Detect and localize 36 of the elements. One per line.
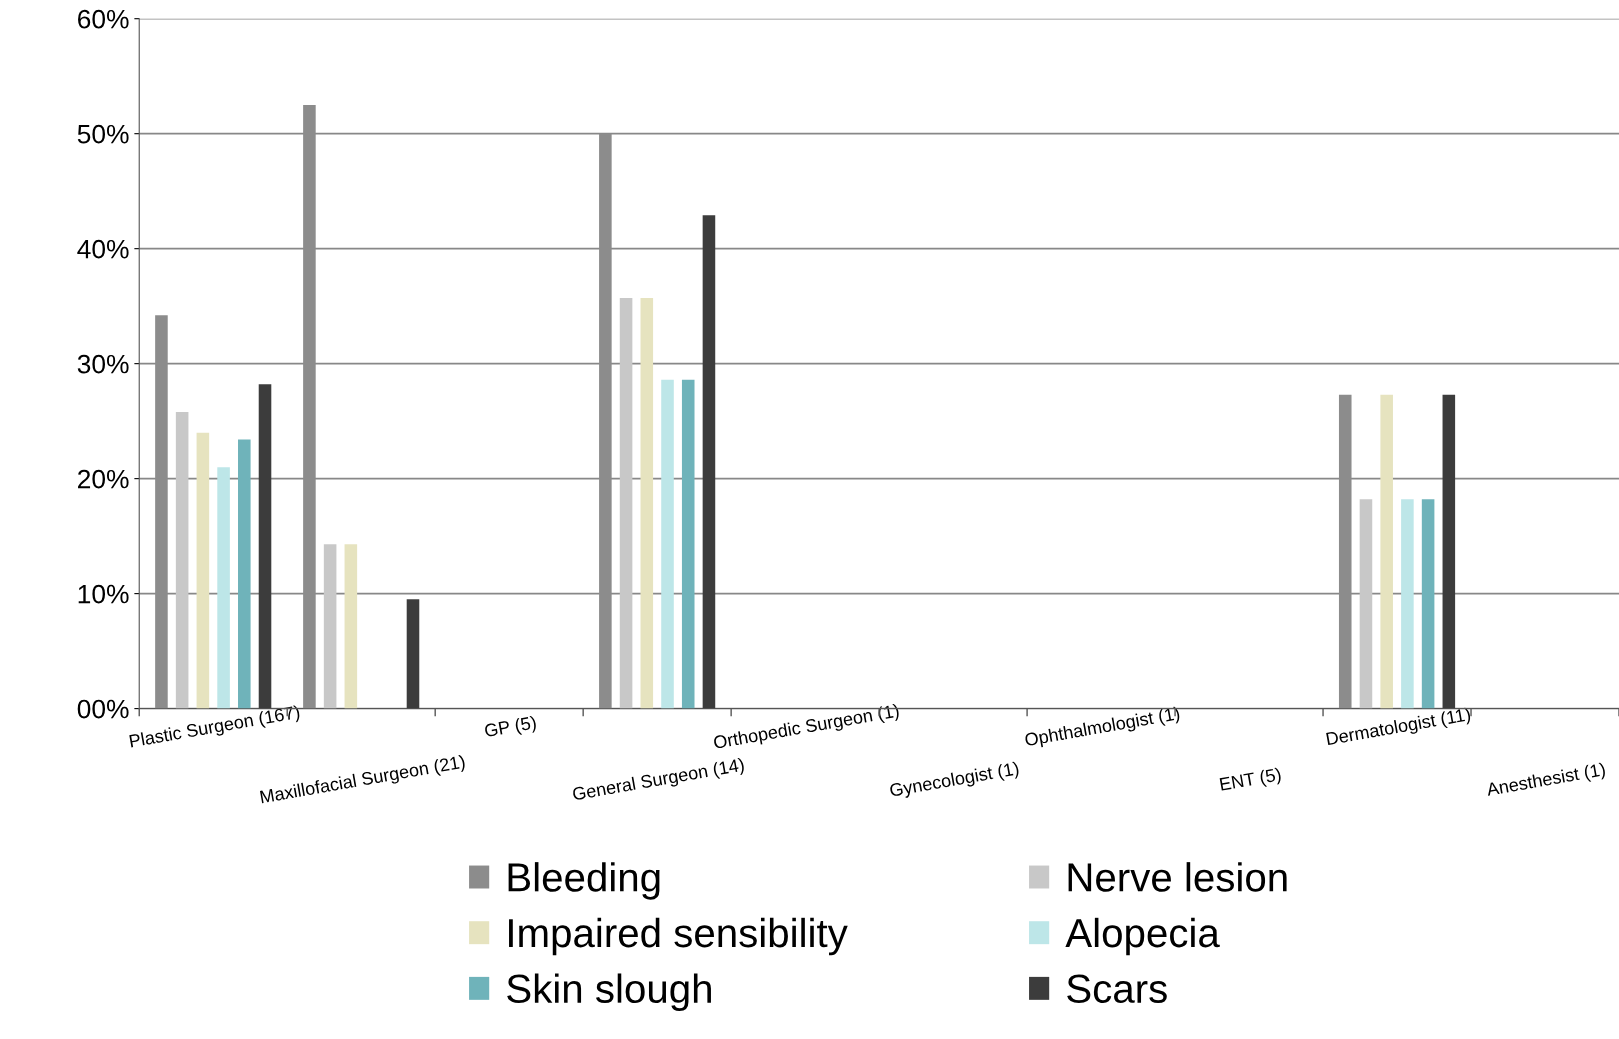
x-tick-label: General Surgeon (14) <box>572 757 745 805</box>
legend-label: Skin slough <box>507 973 711 1012</box>
bar <box>406 599 420 709</box>
bar <box>1401 499 1414 709</box>
bar <box>619 298 633 709</box>
y-tick-label: 40% <box>77 239 129 259</box>
legend-label: Scars <box>1067 974 1167 1004</box>
legend-label: Impaired sensibility <box>509 917 848 956</box>
y-tick-label: 60% <box>78 9 129 29</box>
x-tick-label: ENT (5) <box>1219 767 1282 795</box>
bar <box>1380 394 1393 709</box>
bar <box>702 215 716 709</box>
bar <box>238 439 251 709</box>
bar <box>1421 499 1435 709</box>
legend-label: Bleeding <box>508 862 660 900</box>
x-tick-label: Dermatologist (11) <box>1326 707 1472 749</box>
bar <box>344 544 358 709</box>
y-tick-label: 30% <box>77 354 129 374</box>
legend-label: Alopecia <box>1065 917 1220 956</box>
legend-label: Nerve lesion <box>1068 862 1287 892</box>
bar <box>323 544 337 709</box>
bar <box>1359 499 1373 709</box>
x-tick-label: Anesthesist (1) <box>1485 762 1607 800</box>
bar <box>175 411 189 709</box>
bar <box>661 379 674 709</box>
bar <box>681 379 695 709</box>
bar <box>217 467 230 709</box>
x-tick-label: Plastic Surgeon (167) <box>129 704 301 752</box>
bar <box>196 432 210 709</box>
bar <box>1442 394 1456 709</box>
bar <box>640 298 654 709</box>
y-tick-label: 10% <box>78 584 129 604</box>
x-tick-label: GP (5) <box>484 715 538 741</box>
y-tick-label: 20% <box>78 469 129 489</box>
y-tick-label: 00% <box>77 699 129 719</box>
y-tick-label: 50% <box>77 124 129 144</box>
